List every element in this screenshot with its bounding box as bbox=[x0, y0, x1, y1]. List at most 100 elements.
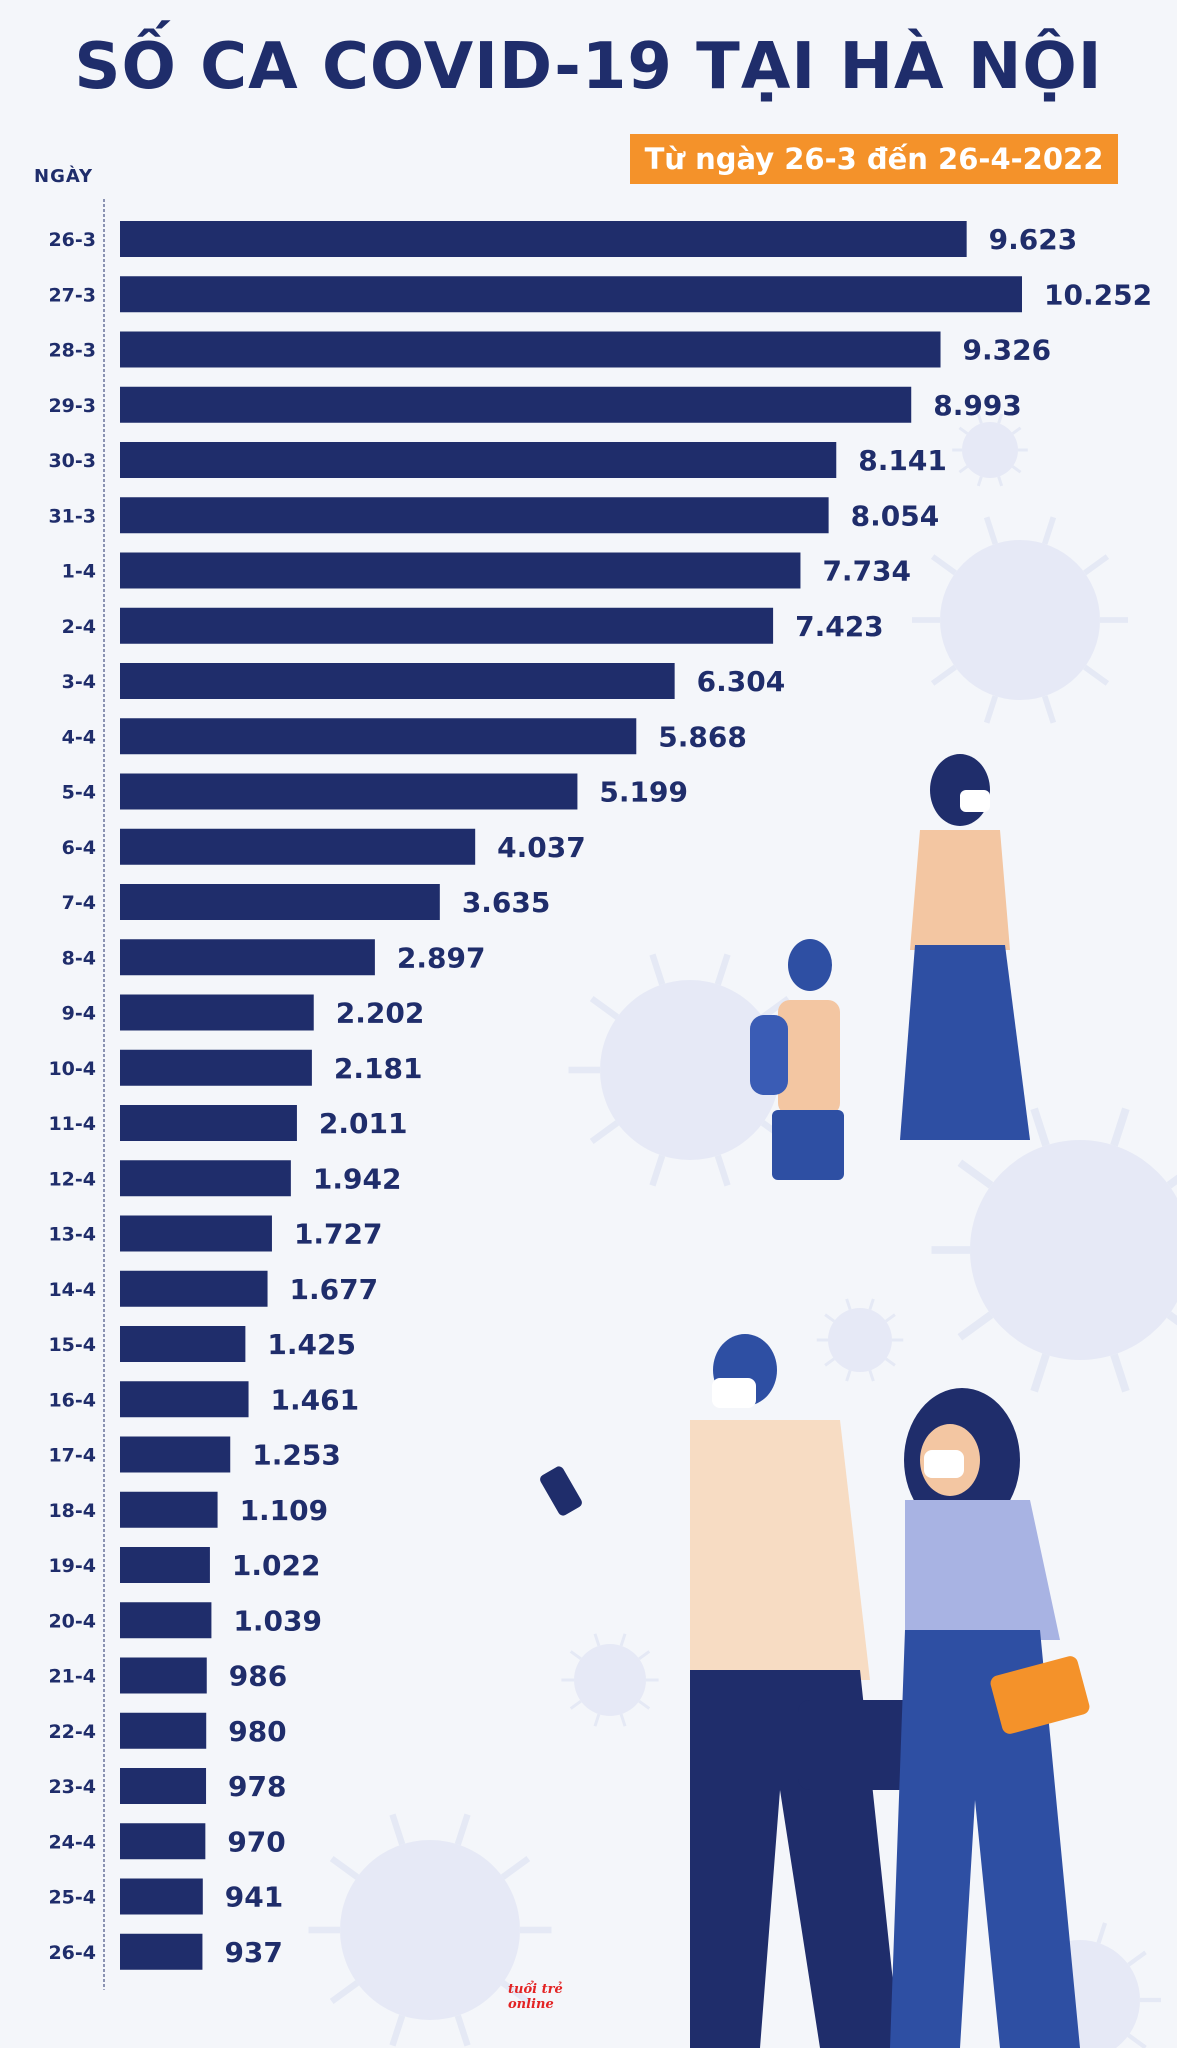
virus-spike-icon bbox=[619, 1713, 627, 1727]
virus-spike-icon bbox=[868, 1298, 875, 1311]
virus-spike-icon bbox=[1042, 516, 1057, 545]
virus-spike-icon bbox=[958, 465, 969, 474]
virus-body-icon bbox=[600, 980, 780, 1160]
virus-spike-icon bbox=[845, 1298, 852, 1311]
logo-text: tuổi trẻ online bbox=[508, 1982, 563, 2012]
virus-body-icon bbox=[340, 1840, 520, 2020]
category-tick-label: 18-4 bbox=[48, 1500, 96, 1522]
virus-body-icon bbox=[574, 1644, 646, 1716]
data-label: 978 bbox=[228, 1770, 286, 1803]
virus-spike-icon bbox=[1166, 1174, 1177, 1189]
virus-spike-icon bbox=[1110, 1353, 1130, 1393]
bar bbox=[120, 1160, 291, 1197]
category-tick-label: 1-4 bbox=[62, 561, 96, 583]
bar bbox=[120, 1602, 212, 1639]
woman2-mask-illustration bbox=[924, 1450, 964, 1478]
bar bbox=[120, 884, 440, 920]
virus-icon bbox=[816, 1298, 904, 1382]
bar bbox=[120, 773, 578, 810]
data-label: 2.897 bbox=[397, 941, 486, 974]
data-label: 1.677 bbox=[290, 1273, 379, 1306]
virus-spike-icon bbox=[1030, 1107, 1050, 1147]
bar bbox=[120, 331, 941, 368]
data-label: 1.461 bbox=[271, 1383, 360, 1416]
virus-spike-icon bbox=[454, 1813, 471, 1846]
category-tick-label: 26-3 bbox=[48, 229, 96, 251]
virus-spike-icon bbox=[976, 476, 983, 487]
category-tick-label: 27-3 bbox=[48, 284, 96, 306]
category-tick-label: 17-4 bbox=[48, 1445, 96, 1467]
bar bbox=[120, 1933, 203, 1970]
bar bbox=[120, 1436, 231, 1473]
virus-spike-icon bbox=[638, 1699, 651, 1710]
data-label: 9.623 bbox=[989, 223, 1078, 256]
virus-icon bbox=[912, 516, 1128, 724]
data-label: 1.425 bbox=[267, 1328, 356, 1361]
virus-icon bbox=[561, 1633, 659, 1727]
bar bbox=[120, 497, 829, 534]
virus-spike-icon bbox=[593, 1633, 601, 1647]
virus-spike-icon bbox=[649, 953, 666, 986]
virus-spike-icon bbox=[1083, 664, 1110, 686]
bar bbox=[120, 1105, 297, 1141]
category-tick-label: 4-4 bbox=[62, 726, 96, 748]
virus-spike-icon bbox=[957, 1311, 994, 1341]
virus-spike-icon bbox=[997, 413, 1004, 424]
y-axis-label: NGÀY bbox=[34, 166, 94, 187]
virus-spike-icon bbox=[1011, 426, 1022, 435]
data-label: 5.199 bbox=[599, 776, 688, 809]
virus-spike-icon bbox=[1042, 695, 1057, 724]
bar bbox=[120, 1215, 272, 1252]
data-label: 941 bbox=[225, 1881, 283, 1914]
bar bbox=[120, 994, 314, 1031]
chart-title: SỐ CA COVID-19 TẠI HÀ NỘI bbox=[74, 30, 1103, 104]
virus-spike-icon bbox=[1083, 554, 1110, 576]
virus-spike-icon bbox=[1030, 1353, 1050, 1393]
bar bbox=[120, 1491, 218, 1528]
data-label: 1.727 bbox=[294, 1218, 383, 1251]
virus-spike-icon bbox=[1166, 1311, 1177, 1326]
data-label: 3.635 bbox=[462, 886, 551, 919]
virus-body-icon bbox=[940, 540, 1100, 700]
data-label: 2.181 bbox=[334, 1052, 423, 1085]
child-shorts-illustration bbox=[772, 1110, 844, 1180]
virus-body-icon bbox=[962, 422, 1018, 478]
bar bbox=[120, 442, 837, 478]
bar bbox=[120, 552, 801, 589]
category-tick-label: 5-4 bbox=[62, 782, 96, 804]
data-label: 970 bbox=[227, 1825, 285, 1858]
category-tick-label: 9-4 bbox=[62, 1003, 96, 1025]
virus-spike-icon bbox=[1127, 2033, 1147, 2048]
category-tick-label: 30-3 bbox=[48, 450, 96, 472]
virus-spike-icon bbox=[958, 426, 969, 435]
data-label: 980 bbox=[228, 1715, 286, 1748]
virus-spike-icon bbox=[714, 1154, 731, 1187]
data-label: 2.011 bbox=[319, 1107, 408, 1140]
bar bbox=[120, 386, 912, 423]
virus-body-icon bbox=[828, 1308, 892, 1372]
bar bbox=[120, 1823, 206, 1860]
virus-spike-icon bbox=[589, 995, 620, 1020]
data-label: 8.054 bbox=[851, 499, 940, 532]
bar bbox=[120, 276, 1022, 313]
data-label: 2.202 bbox=[336, 997, 425, 1030]
virus-spike-icon bbox=[589, 1120, 620, 1145]
category-tick-label: 20-4 bbox=[48, 1610, 96, 1632]
virus-spike-icon bbox=[1011, 465, 1022, 474]
data-label: 1.942 bbox=[313, 1162, 402, 1195]
data-label: 9.326 bbox=[963, 334, 1052, 367]
virus-spike-icon bbox=[714, 953, 731, 986]
category-tick-label: 6-4 bbox=[62, 837, 96, 859]
category-tick-label: 10-4 bbox=[48, 1058, 96, 1080]
virus-spike-icon bbox=[885, 1313, 896, 1323]
data-label: 5.868 bbox=[658, 720, 747, 753]
virus-spike-icon bbox=[649, 1154, 666, 1187]
virus-spike-icon bbox=[1110, 1107, 1130, 1147]
woman-skirt-illustration bbox=[900, 945, 1030, 1140]
virus-spike-icon bbox=[569, 1699, 582, 1710]
bar bbox=[120, 1381, 249, 1418]
data-label: 7.423 bbox=[795, 610, 884, 643]
virus-spike-icon bbox=[930, 664, 957, 686]
virus-spike-icon bbox=[868, 1369, 875, 1382]
